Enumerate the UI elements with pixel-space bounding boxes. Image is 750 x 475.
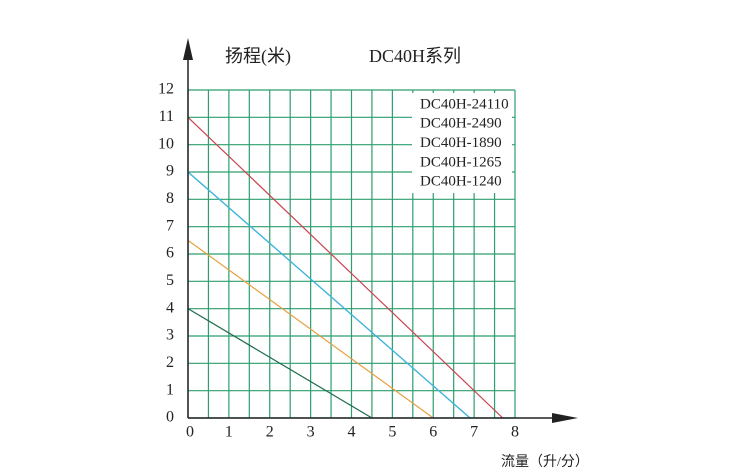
y-axis-arrow <box>183 38 193 60</box>
y-axis-title: 扬程(米) <box>225 46 291 67</box>
series-line <box>187 116 504 419</box>
y-tick-label: 5 <box>166 272 174 289</box>
x-tick-label: 1 <box>225 424 233 441</box>
x-tick-label: 0 <box>186 424 194 441</box>
plot-lines <box>187 116 504 419</box>
x-tick-label: 5 <box>388 424 396 441</box>
y-tick-label: 4 <box>166 299 174 316</box>
y-tick-label: 8 <box>166 190 174 207</box>
legend-label: DC40H-24110 <box>420 96 509 112</box>
x-tick-label: 2 <box>266 424 274 441</box>
x-tick-label: 7 <box>470 424 478 441</box>
y-tick-label: 11 <box>159 108 174 125</box>
series-line <box>187 239 434 419</box>
series-line <box>187 308 373 419</box>
legend-label: DC40H-2490 <box>420 116 502 132</box>
series-line <box>187 171 471 419</box>
y-tick-label: 9 <box>166 163 174 180</box>
y-tick-label: 0 <box>166 409 174 426</box>
y-tick-label: 2 <box>166 354 174 371</box>
x-tick-label: 8 <box>511 424 519 441</box>
chart-title: DC40H系列 <box>369 46 461 66</box>
y-tick-label: 1 <box>166 381 174 398</box>
legend-label: DC40H-1240 <box>420 174 502 190</box>
y-tick-label: 12 <box>158 81 174 98</box>
legend-label: DC40H-1265 <box>420 154 502 170</box>
y-tick-label: 3 <box>166 327 174 344</box>
x-tick-label: 6 <box>429 424 437 441</box>
legend: DC40H-24110 DC40H-2490 DC40H-1890 DC40H-126… <box>420 96 509 189</box>
legend-label: DC40H-1890 <box>420 135 502 151</box>
y-tick-label: 6 <box>166 245 174 262</box>
x-axis-title: 流量（升/分） <box>501 454 589 470</box>
y-tick-label: 10 <box>158 135 174 152</box>
x-tick-label: 3 <box>307 424 315 441</box>
x-axis-arrow <box>552 413 578 423</box>
x-tick-label: 4 <box>348 424 356 441</box>
legend-box <box>412 93 512 193</box>
y-tick-label: 7 <box>166 217 174 234</box>
